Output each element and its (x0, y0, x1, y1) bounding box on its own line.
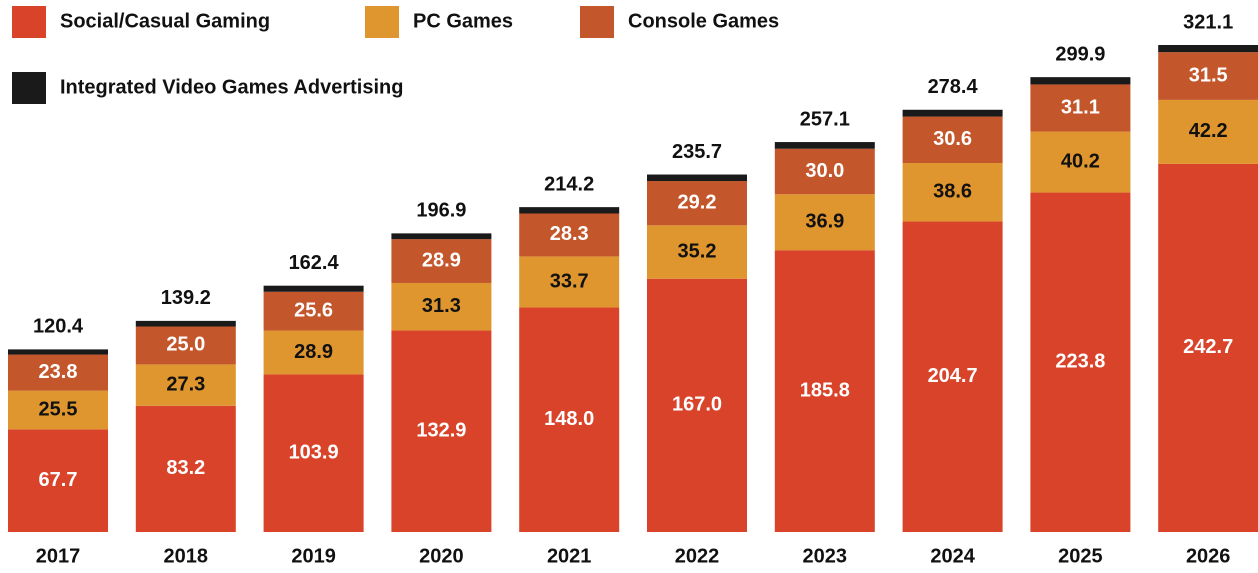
x-tick-label: 2023 (803, 545, 848, 567)
bar-segment (902, 116, 1003, 163)
value-label: 28.9 (294, 341, 333, 363)
value-label: 27.3 (166, 373, 205, 395)
bar-segment (263, 330, 364, 375)
total-label: 278.4 (928, 76, 979, 98)
x-tick-label: 2022 (675, 545, 720, 567)
legend-swatch (365, 6, 399, 38)
bar-segment (391, 239, 492, 283)
value-label: 25.5 (39, 398, 78, 420)
value-label: 36.9 (805, 211, 844, 233)
value-label: 35.2 (678, 240, 717, 262)
bar-segment (135, 320, 236, 327)
x-tick-label: 2020 (419, 545, 464, 567)
x-tick-label: 2026 (1186, 545, 1231, 567)
bar-segment (519, 256, 620, 308)
x-tick-label: 2024 (930, 545, 975, 567)
legend-swatch (580, 6, 614, 38)
bar-segment (263, 285, 364, 292)
bar-segment (902, 221, 1003, 532)
value-label: 148.0 (544, 408, 594, 430)
legend-label: Social/Casual Gaming (60, 10, 270, 32)
total-label: 120.4 (33, 316, 84, 338)
bar-segment (902, 162, 1003, 222)
bar-segment (135, 364, 236, 406)
total-label: 321.1 (1183, 11, 1233, 33)
bar-segment (135, 326, 236, 365)
legend-swatch (12, 72, 46, 104)
bar-segment (135, 405, 236, 532)
bar-segment (8, 390, 108, 430)
legend-label: Console Games (628, 10, 779, 32)
bar-segment (1030, 84, 1131, 132)
bar-segment (391, 233, 492, 240)
bar-segment (263, 291, 364, 331)
bar-segment (391, 282, 492, 331)
value-label: 67.7 (39, 469, 78, 491)
value-label: 31.1 (1061, 96, 1100, 118)
bar-segment (902, 109, 1003, 117)
bar-segment (1158, 163, 1258, 533)
legend-label: Integrated Video Games Advertising (60, 76, 403, 98)
value-label: 25.6 (294, 299, 333, 321)
value-label: 25.0 (166, 334, 205, 356)
legend-label: PC Games (413, 10, 513, 32)
value-label: 223.8 (1055, 351, 1105, 373)
bar-segment (647, 278, 747, 532)
value-label: 242.7 (1183, 336, 1233, 358)
value-label: 38.6 (933, 181, 972, 203)
value-label: 185.8 (800, 379, 850, 401)
value-label: 28.9 (422, 249, 461, 271)
value-label: 42.2 (1189, 120, 1228, 142)
total-label: 214.2 (544, 173, 594, 195)
x-tick-label: 2021 (547, 545, 592, 567)
value-label: 30.6 (933, 128, 972, 150)
bar-segment (774, 250, 875, 533)
value-label: 103.9 (289, 441, 339, 463)
x-tick-label: 2018 (164, 545, 209, 567)
x-tick-label: 2025 (1058, 545, 1103, 567)
bar-segment (774, 148, 875, 195)
bar-segment (774, 194, 875, 251)
value-label: 167.0 (672, 394, 722, 416)
total-label: 299.9 (1055, 43, 1105, 65)
total-label: 257.1 (800, 108, 850, 130)
total-label: 235.7 (672, 141, 722, 163)
value-label: 31.5 (1189, 64, 1228, 86)
bar-segment (8, 429, 108, 532)
bar-segment (1030, 131, 1131, 193)
bar-segment (519, 207, 620, 214)
total-label: 196.9 (416, 200, 466, 222)
value-label: 31.3 (422, 295, 461, 317)
bar-segment (1158, 45, 1258, 53)
bar-segment (1158, 52, 1258, 100)
value-label: 23.8 (39, 361, 78, 383)
bar-segment (519, 213, 620, 257)
bar-segment (263, 374, 364, 532)
value-label: 83.2 (166, 457, 205, 479)
value-label: 204.7 (928, 365, 978, 387)
value-label: 40.2 (1061, 150, 1100, 172)
bar-segment (647, 174, 747, 182)
value-label: 29.2 (678, 191, 717, 213)
total-label: 162.4 (289, 252, 340, 274)
bar-segment (1030, 192, 1131, 532)
bar-segment (647, 225, 747, 279)
bar-segment (519, 307, 620, 532)
bar-segment (774, 142, 875, 149)
x-tick-label: 2017 (36, 545, 81, 567)
value-label: 33.7 (550, 270, 589, 292)
total-label: 139.2 (161, 287, 211, 309)
bar-segment (1030, 77, 1131, 85)
bar-segment (391, 330, 492, 532)
bar-segment (8, 349, 108, 355)
bar-segment (8, 354, 108, 391)
value-label: 28.3 (550, 223, 589, 245)
x-tick-label: 2019 (291, 545, 336, 567)
bar-segment (1158, 99, 1258, 164)
legend-swatch (12, 6, 46, 38)
value-label: 132.9 (416, 419, 466, 441)
value-label: 30.0 (805, 160, 844, 182)
bar-segment (647, 181, 747, 226)
